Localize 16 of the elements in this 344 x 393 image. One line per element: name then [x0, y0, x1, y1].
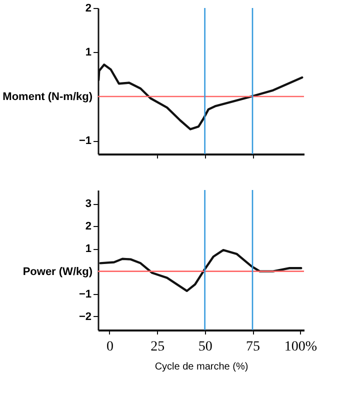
y-tick-label: 1 [85, 243, 92, 256]
y-tick-label: −1 [78, 135, 92, 148]
x-axis-title: Cycle de marche (%) [154, 362, 248, 372]
y-tick-label: 2 [85, 2, 92, 14]
y-tick-label: 2 [85, 220, 92, 233]
x-tick-label: 25 [150, 340, 165, 354]
x-tick-label: 50 [198, 340, 212, 354]
y-tick-label: −1 [78, 288, 92, 300]
x-tick-label: 0 [106, 340, 114, 354]
y-tick-label: 3 [85, 198, 92, 210]
y-tick-label: 1 [85, 46, 92, 59]
x-tick-label: 100% [284, 340, 318, 354]
y-tick-label: −2 [78, 310, 92, 323]
x-tick-label: 75 [246, 340, 260, 354]
y-axis-title: Power (W/kg) [22, 266, 93, 278]
y-axis-title: Moment (N-m/kg) [2, 90, 93, 103]
